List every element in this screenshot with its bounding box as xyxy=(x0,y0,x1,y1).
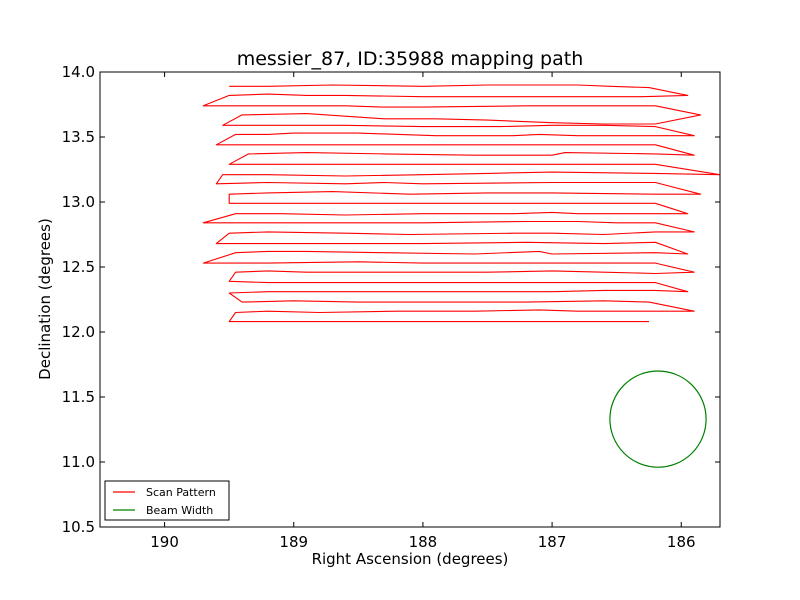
data-layer xyxy=(202,84,720,468)
x-tick-label: 188 xyxy=(409,533,438,551)
legend: Scan Pattern Beam Width xyxy=(104,480,230,521)
series-scan-pattern-line xyxy=(202,84,720,323)
y-axis-label: Declination (degrees) xyxy=(36,218,54,380)
y-tick-label: 14.0 xyxy=(62,63,95,81)
legend-beam-width-label: Beam Width xyxy=(146,504,213,517)
legend-scan-pattern-label: Scan Pattern xyxy=(146,486,216,499)
chart-title: messier_87, ID:35988 mapping path xyxy=(237,48,584,70)
x-tick-label: 190 xyxy=(150,533,179,551)
y-tick-label: 10.5 xyxy=(62,518,95,536)
y-tick-label: 13.5 xyxy=(62,128,95,146)
x-tick-label: 189 xyxy=(279,533,308,551)
y-tick-label: 12.5 xyxy=(62,258,95,276)
y-tick-label: 11.0 xyxy=(62,453,95,471)
plot-area xyxy=(100,72,720,527)
x-tick-label: 187 xyxy=(538,533,567,551)
x-axis-label: Right Ascension (degrees) xyxy=(312,550,509,568)
legend-box xyxy=(104,480,230,521)
x-tick-label: 186 xyxy=(667,533,696,551)
y-tick-label: 13.0 xyxy=(62,193,95,211)
y-tick-label: 12.0 xyxy=(62,323,95,341)
y-axis-ticks: 10.5 11.0 11.5 12.0 12.5 13.0 13.5 14.0 xyxy=(62,63,720,536)
y-tick-label: 11.5 xyxy=(62,388,95,406)
x-axis-ticks: 190 189 188 187 186 xyxy=(150,72,696,551)
plot-frame xyxy=(99,71,721,528)
series-beam-width-circle xyxy=(609,370,707,468)
